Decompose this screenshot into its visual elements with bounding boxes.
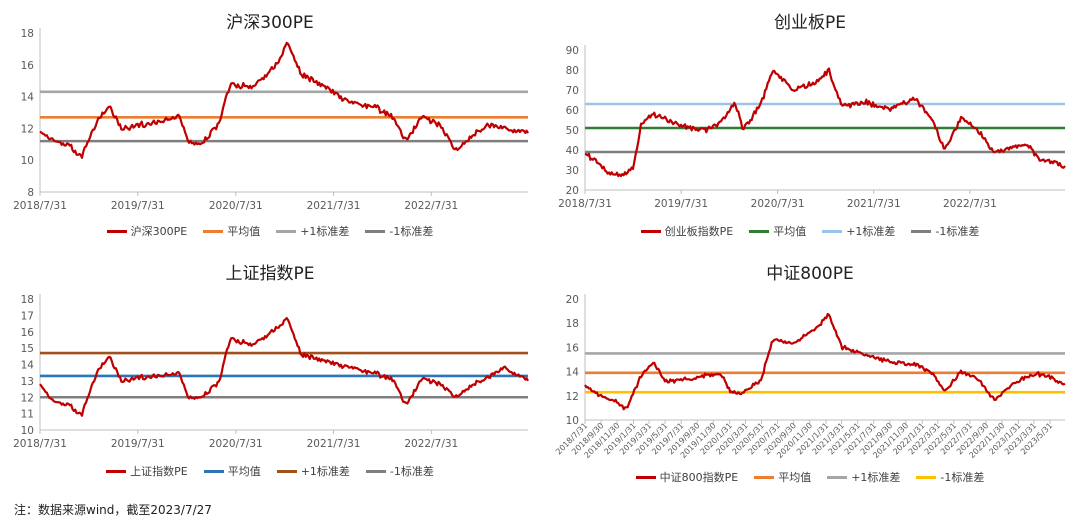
x-tick-label: 2019/7/31 bbox=[654, 198, 708, 210]
chart-legend: 创业板指数PE 平均值 +1标准差 -1标准差 bbox=[540, 223, 1080, 239]
x-tick-label: 2018/7/31 bbox=[13, 438, 67, 450]
legend-item-plus-sd: +1标准差 bbox=[827, 469, 900, 485]
chart-plot-hs300: 8 10 12 14 16 18 2018/7/31 2019/7/31 2020/7/31 20… bbox=[13, 28, 529, 212]
chart-legend: 中证800指数PE 平均值 +1标准差 -1标准差 bbox=[540, 469, 1080, 485]
x-tick-label: 2021/7/31 bbox=[307, 438, 361, 450]
y-tick-label: 12 bbox=[566, 391, 579, 403]
y-tick-label: 18 bbox=[566, 318, 579, 330]
legend-swatch bbox=[640, 229, 661, 233]
legend-item-series: 中证800指数PE bbox=[635, 469, 738, 485]
legend-swatch bbox=[754, 475, 775, 479]
x-tick-label: 2019/7/31 bbox=[111, 200, 165, 212]
x-tick-label: 2020/7/31 bbox=[209, 200, 263, 212]
legend-item-plus-sd: +1标准差 bbox=[822, 223, 895, 239]
legend-item-mean: 平均值 bbox=[749, 223, 806, 239]
legend-swatch bbox=[203, 229, 224, 233]
legend-item-mean: 平均值 bbox=[203, 463, 261, 479]
chart-legend: 上证指数PE 平均值 +1标准差 -1标准差 bbox=[0, 463, 540, 479]
legend-item-minus-sd: -1标准差 bbox=[365, 463, 434, 479]
chart-plot-zz800: 1012141618202018/7/312018/9/302018/11/30… bbox=[554, 294, 1066, 460]
chart-title: 创业板PE bbox=[774, 13, 846, 33]
x-tick-label: 2020/7/31 bbox=[209, 438, 263, 450]
y-tick-label: 17 bbox=[21, 310, 34, 322]
legend-swatch bbox=[827, 475, 848, 479]
legend-item-series: 沪深300PE bbox=[106, 223, 187, 239]
y-tick-label: 60 bbox=[566, 105, 579, 117]
x-tick-label: 2018/7/31 bbox=[13, 200, 67, 212]
source-footnote: 注：数据来源wind，截至2023/7/27 bbox=[14, 503, 212, 517]
legend-item-plus-sd: +1标准差 bbox=[276, 223, 349, 239]
legend-item-series: 上证指数PE bbox=[106, 463, 188, 479]
y-tick-label: 16 bbox=[566, 342, 580, 354]
legend-swatch bbox=[365, 469, 386, 473]
y-tick-label: 50 bbox=[566, 125, 579, 137]
legend-swatch bbox=[203, 469, 224, 473]
y-tick-label: 10 bbox=[21, 425, 34, 437]
y-tick-label: 70 bbox=[566, 85, 579, 97]
legend-swatch bbox=[749, 229, 770, 233]
legend-swatch bbox=[911, 229, 932, 233]
y-tick-label: 20 bbox=[566, 185, 579, 197]
x-tick-label: 2019/7/31 bbox=[111, 438, 165, 450]
chart-title: 沪深300PE bbox=[226, 13, 314, 33]
legend-item-mean: 平均值 bbox=[203, 223, 260, 239]
y-tick-label: 14 bbox=[21, 92, 35, 104]
legend-item-minus-sd: -1标准差 bbox=[911, 223, 979, 239]
y-tick-label: 13 bbox=[21, 376, 34, 388]
legend-item-minus-sd: -1标准差 bbox=[365, 223, 433, 239]
legend-item-series: 创业板指数PE bbox=[640, 223, 733, 239]
legend-item-minus-sd: -1标准差 bbox=[916, 469, 984, 485]
legend-swatch bbox=[916, 475, 937, 479]
y-tick-label: 30 bbox=[566, 165, 579, 177]
chart-panel-hs300: 沪深300PE 8 10 12 14 16 18 2018/7/31 2019/7/31 202… bbox=[0, 0, 540, 250]
chart-legend: 沪深300PE 平均值 +1标准差 -1标准差 bbox=[0, 223, 540, 239]
series-line bbox=[584, 312, 1066, 411]
legend-swatch bbox=[822, 229, 843, 233]
x-tick-label: 2022/7/31 bbox=[404, 200, 458, 212]
y-tick-label: 15 bbox=[21, 343, 34, 355]
chart-panel-zz800: 中证800PE 10 12 14 16 18 20 2018/7/31 2018/9/30 20… bbox=[540, 255, 1080, 495]
y-tick-label: 16 bbox=[21, 60, 35, 72]
y-tick-label: 90 bbox=[566, 45, 579, 57]
x-tick-label: 2018/7/31 bbox=[558, 198, 612, 210]
chart-plot-sz: 10 11 12 13 14 15 16 17 18 2018/7/31 2019/7/31 2020… bbox=[13, 294, 529, 450]
y-tick-label: 18 bbox=[21, 28, 34, 40]
chart-title: 上证指数PE bbox=[225, 264, 315, 284]
x-tick-label: 2020/7/31 bbox=[751, 198, 805, 210]
series-line bbox=[39, 41, 529, 159]
legend-swatch bbox=[106, 229, 127, 233]
y-tick-label: 10 bbox=[21, 155, 34, 167]
y-tick-label: 14 bbox=[566, 367, 580, 379]
y-tick-label: 14 bbox=[21, 360, 35, 372]
x-tick-label: 2022/7/31 bbox=[404, 438, 458, 450]
y-tick-label: 12 bbox=[21, 392, 34, 404]
y-tick-label: 18 bbox=[21, 294, 34, 306]
y-tick-label: 10 bbox=[566, 415, 579, 427]
legend-swatch bbox=[106, 469, 127, 473]
y-tick-label: 11 bbox=[21, 409, 34, 421]
legend-swatch bbox=[635, 475, 656, 479]
y-tick-label: 80 bbox=[566, 65, 579, 77]
chart-plot-cyb: 20 30 40 50 60 70 80 90 2018/7/31 2019/7/31 2020/7… bbox=[558, 45, 1066, 210]
legend-item-mean: 平均值 bbox=[754, 469, 811, 485]
legend-swatch bbox=[276, 469, 297, 473]
legend-item-plus-sd: +1标准差 bbox=[276, 463, 350, 479]
series-line bbox=[39, 316, 529, 417]
x-tick-label: 2021/7/31 bbox=[307, 200, 361, 212]
chart-panel-sz: 上证指数PE 10 11 12 13 14 15 16 17 18 2018/7/31 2019/7… bbox=[0, 255, 540, 490]
y-tick-label: 12 bbox=[21, 123, 34, 135]
x-tick-label: 2022/7/31 bbox=[943, 198, 997, 210]
chart-title: 中证800PE bbox=[766, 264, 854, 284]
chart-panel-cyb: 创业板PE 20 30 40 50 60 70 80 90 2018/7/31 2019/7/31… bbox=[540, 0, 1080, 250]
y-tick-label: 20 bbox=[566, 294, 579, 306]
legend-swatch bbox=[365, 229, 386, 233]
y-tick-label: 40 bbox=[566, 145, 579, 157]
series-line bbox=[584, 67, 1066, 178]
y-tick-label: 16 bbox=[21, 327, 35, 339]
x-tick-label: 2021/7/31 bbox=[847, 198, 901, 210]
legend-swatch bbox=[276, 229, 297, 233]
y-tick-label: 8 bbox=[27, 187, 34, 199]
